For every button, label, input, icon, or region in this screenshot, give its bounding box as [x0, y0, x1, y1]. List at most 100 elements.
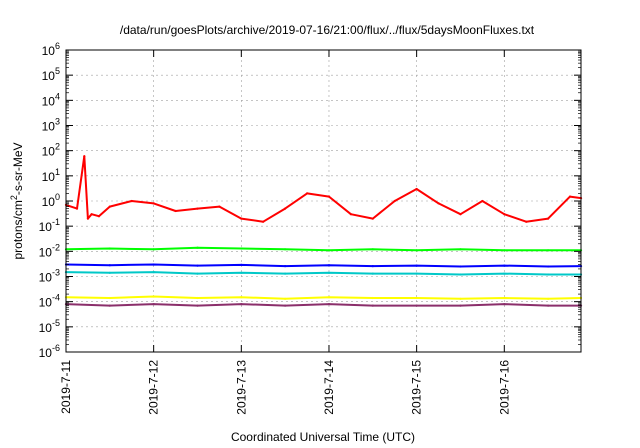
series-2-point [152, 248, 155, 251]
series-layer [64, 155, 583, 307]
series-1-point [75, 207, 79, 210]
y-tick-base: 10 [39, 220, 53, 234]
y-tick-base: 10 [39, 346, 53, 360]
series-2-point [547, 249, 550, 252]
series-1-point [415, 187, 418, 191]
y-tick-label: 10-1 [39, 217, 60, 234]
series-1-point [83, 155, 86, 158]
series-1-point [97, 215, 100, 218]
series-5-point [371, 296, 374, 300]
y-tick-exponent: -1 [52, 217, 60, 227]
series-2-point [108, 247, 111, 250]
y-tick-base: 10 [42, 120, 56, 134]
y-tick-base: 10 [42, 145, 56, 159]
x-axis-ticks: 2019-7-11 2019-7-12 2019-7-13 2019-7-14 2019… [59, 50, 511, 415]
series-6-point [327, 303, 331, 306]
y-axis-label: protons/cm2-s-sr-MeV [9, 142, 25, 259]
y-tick-label: 102 [42, 142, 60, 159]
y-tick-label: 10-5 [39, 318, 60, 335]
series-1-point [568, 195, 572, 198]
series-2 [64, 246, 583, 252]
series-2-point [415, 249, 418, 252]
series-5-point [503, 296, 506, 300]
series-5-point [415, 296, 418, 300]
y-tick-exponent: 0 [55, 192, 60, 202]
y-tick-label: 10-6 [39, 343, 60, 360]
y-tick-base: 10 [39, 271, 53, 285]
y-tick-base: 10 [42, 69, 56, 83]
y-tick-exponent: 6 [55, 41, 60, 51]
series-4-point [152, 271, 155, 274]
series-3-point [415, 264, 418, 267]
y-tick-base: 10 [39, 321, 53, 335]
series-1-point [130, 199, 133, 203]
series-4-point [327, 271, 331, 274]
series-5-point [547, 297, 550, 300]
grid-lines [66, 50, 581, 352]
y-tick-exponent: 1 [55, 167, 60, 177]
series-1-point [306, 192, 309, 195]
y-tick-exponent: -6 [52, 343, 60, 353]
series-2-point [371, 248, 374, 251]
series-3-point [327, 264, 331, 267]
series-1-point [547, 217, 550, 220]
series-4-point [371, 272, 374, 275]
series-3-point [152, 263, 155, 266]
series-1-point [196, 207, 199, 210]
y-tick-label: 106 [42, 41, 60, 58]
series-4 [64, 271, 583, 276]
series-1-point [86, 217, 89, 220]
series-2-point [459, 248, 462, 251]
y-tick-exponent: -5 [52, 318, 60, 328]
series-3-point [284, 265, 287, 268]
series-6-point [503, 303, 506, 306]
series-6-point [152, 303, 155, 306]
series-1-point [437, 202, 440, 205]
series-3-point [240, 263, 243, 266]
y-tick-label: 104 [42, 91, 60, 108]
series-6-point [284, 304, 287, 307]
y-tick-base: 10 [42, 170, 56, 184]
series-2-point [284, 248, 287, 251]
series-1-point [327, 195, 331, 198]
series-1 [64, 155, 583, 223]
series-1-point [218, 205, 221, 208]
series-5 [64, 295, 583, 300]
y-tick-base: 10 [39, 245, 53, 259]
series-5-point [284, 297, 287, 300]
series-1-point [481, 199, 484, 203]
y-tick-exponent: 2 [55, 142, 60, 152]
series-6-point [240, 303, 243, 306]
series-3-point [371, 265, 374, 268]
y-tick-exponent: 3 [55, 117, 60, 127]
series-6 [64, 303, 583, 307]
y-tick-base: 10 [39, 296, 53, 310]
series-4-point [284, 272, 287, 275]
series-4-point [196, 272, 199, 275]
y-tick-label: 105 [42, 66, 60, 83]
series-5-point [327, 296, 331, 299]
y-tick-label: 101 [42, 167, 60, 184]
x-tick-label: 2019-7-12 [147, 360, 161, 415]
series-1-point [262, 220, 265, 223]
series-5-point [196, 296, 199, 300]
series-2-point [327, 249, 331, 252]
series-2-point [196, 246, 199, 249]
y-tick-exponent: -3 [52, 268, 60, 278]
series-4-point [108, 271, 111, 274]
series-5-point [152, 295, 155, 298]
series-3 [64, 263, 583, 268]
series-6-point [415, 304, 418, 307]
y-tick-label: 10-3 [39, 268, 60, 285]
y-tick-base: 10 [42, 94, 56, 108]
series-1-point [503, 213, 506, 216]
series-5-point [240, 296, 243, 299]
x-tick-label: 2019-7-15 [410, 360, 424, 415]
y-tick-label: 10-4 [39, 293, 60, 310]
y-tick-label: 10-2 [39, 242, 60, 259]
series-2-point [240, 247, 243, 250]
series-1-point [108, 205, 111, 208]
series-2-point [503, 249, 506, 252]
